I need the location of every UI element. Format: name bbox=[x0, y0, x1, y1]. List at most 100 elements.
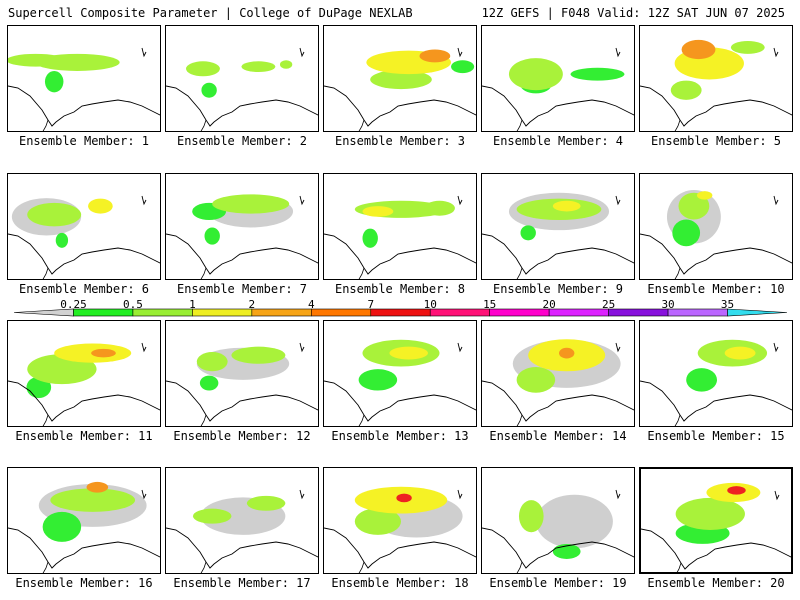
border-line bbox=[676, 562, 682, 572]
scp-field bbox=[482, 339, 634, 426]
scp-contour-green bbox=[520, 225, 536, 241]
member-caption: Ensemble Member: 1 bbox=[18, 134, 150, 148]
border-line bbox=[200, 267, 207, 279]
member-map-19[interactable] bbox=[481, 467, 635, 574]
member-map-10[interactable] bbox=[639, 173, 793, 280]
scp-contour-grey bbox=[535, 494, 613, 549]
scp-contour-yellow bbox=[389, 346, 428, 360]
coastline bbox=[482, 380, 634, 422]
colorbar-label: 7 bbox=[367, 298, 375, 311]
member-map-6[interactable] bbox=[7, 173, 161, 280]
member-map-9[interactable] bbox=[481, 173, 635, 280]
border-line bbox=[42, 267, 49, 279]
lake-outline bbox=[615, 47, 621, 58]
member-map-5[interactable] bbox=[639, 25, 793, 132]
member-map-16[interactable] bbox=[7, 467, 161, 574]
scp-contour-green bbox=[55, 232, 69, 248]
scp-contour-lime bbox=[27, 202, 82, 227]
member-caption: Ensemble Member: 2 bbox=[176, 134, 308, 148]
colorbar-label: 30 bbox=[661, 298, 675, 311]
lake-outline bbox=[299, 47, 305, 58]
lake-outline bbox=[457, 489, 463, 500]
member-map-20[interactable] bbox=[639, 467, 793, 574]
coastline bbox=[482, 85, 634, 127]
border-line bbox=[358, 119, 365, 131]
scp-contour-yellow bbox=[724, 346, 756, 360]
member-caption: Ensemble Member: 16 bbox=[15, 576, 153, 590]
scp-contour-orange bbox=[91, 348, 116, 358]
member-map-12[interactable] bbox=[165, 320, 319, 427]
scp-field bbox=[482, 489, 634, 573]
colorbar-segment bbox=[489, 308, 550, 317]
scp-field bbox=[166, 194, 318, 279]
member-map-7[interactable] bbox=[165, 173, 319, 280]
scp-contour-green bbox=[201, 82, 217, 98]
scp-contour-lime bbox=[518, 500, 544, 533]
lake-outline bbox=[615, 489, 621, 500]
member-map-13[interactable] bbox=[323, 320, 477, 427]
border-line bbox=[42, 119, 49, 131]
member-caption: Ensemble Member: 10 bbox=[647, 282, 785, 296]
lake-outline bbox=[299, 195, 305, 206]
scp-contour-lime bbox=[730, 40, 765, 54]
lake-outline bbox=[141, 47, 147, 58]
member-caption: Ensemble Member: 11 bbox=[15, 429, 153, 443]
coastline bbox=[324, 527, 476, 569]
member-caption: Ensemble Member: 14 bbox=[489, 429, 627, 443]
scp-field bbox=[640, 190, 792, 279]
member-caption: Ensemble Member: 15 bbox=[647, 429, 785, 443]
colorbar-segment bbox=[548, 308, 609, 317]
coastline bbox=[324, 380, 476, 422]
member-caption: Ensemble Member: 18 bbox=[331, 576, 469, 590]
member-map-14[interactable] bbox=[481, 320, 635, 427]
member-caption: Ensemble Member: 7 bbox=[176, 282, 308, 296]
scp-field bbox=[8, 47, 160, 131]
member-map-15[interactable] bbox=[639, 320, 793, 427]
member-map-8[interactable] bbox=[323, 173, 477, 280]
coastline bbox=[324, 85, 476, 127]
border-line bbox=[674, 267, 681, 279]
border-line bbox=[42, 561, 49, 573]
scp-contour-lime bbox=[279, 60, 293, 69]
member-map-18[interactable] bbox=[323, 467, 477, 574]
member-map-1[interactable] bbox=[7, 25, 161, 132]
colorbar-label: 25 bbox=[601, 298, 616, 311]
lake-outline bbox=[773, 195, 779, 206]
coastline bbox=[8, 527, 160, 569]
member-map-11[interactable] bbox=[7, 320, 161, 427]
border-line bbox=[358, 561, 365, 573]
border-line bbox=[516, 119, 523, 131]
coastline bbox=[324, 233, 476, 275]
scp-contour-orange bbox=[681, 39, 716, 60]
coastline bbox=[8, 233, 160, 275]
scp-contour-lime bbox=[241, 61, 276, 73]
border-line bbox=[674, 119, 681, 131]
lake-outline bbox=[457, 342, 463, 353]
border-line bbox=[200, 119, 207, 131]
scp-contour-green bbox=[42, 511, 82, 542]
scp-contour-orange bbox=[559, 347, 575, 359]
scp-field bbox=[8, 342, 160, 426]
member-map-3[interactable] bbox=[323, 25, 477, 132]
coastline bbox=[166, 380, 318, 422]
colorbar-label: 0.25 bbox=[60, 298, 87, 311]
member-caption: Ensemble Member: 6 bbox=[18, 282, 150, 296]
member-map-4[interactable] bbox=[481, 25, 635, 132]
valid-time: 12Z GEFS | F048 Valid: 12Z SAT JUN 07 20… bbox=[481, 6, 785, 20]
lake-outline bbox=[773, 47, 779, 58]
lake-outline bbox=[299, 342, 305, 353]
member-map-2[interactable] bbox=[165, 25, 319, 132]
border-line bbox=[200, 561, 207, 573]
scp-contour-yellow bbox=[362, 206, 394, 217]
scp-field bbox=[324, 47, 476, 131]
scp-field bbox=[324, 486, 476, 573]
member-map-17[interactable] bbox=[165, 467, 319, 574]
scp-field bbox=[324, 195, 476, 279]
colorbar-segment bbox=[667, 308, 728, 317]
lake-outline bbox=[141, 342, 147, 353]
colorbar bbox=[13, 308, 788, 317]
border-line bbox=[516, 267, 523, 279]
border-line bbox=[358, 267, 365, 279]
scp-contour-green bbox=[358, 369, 398, 391]
scp-contour-green bbox=[686, 368, 717, 392]
